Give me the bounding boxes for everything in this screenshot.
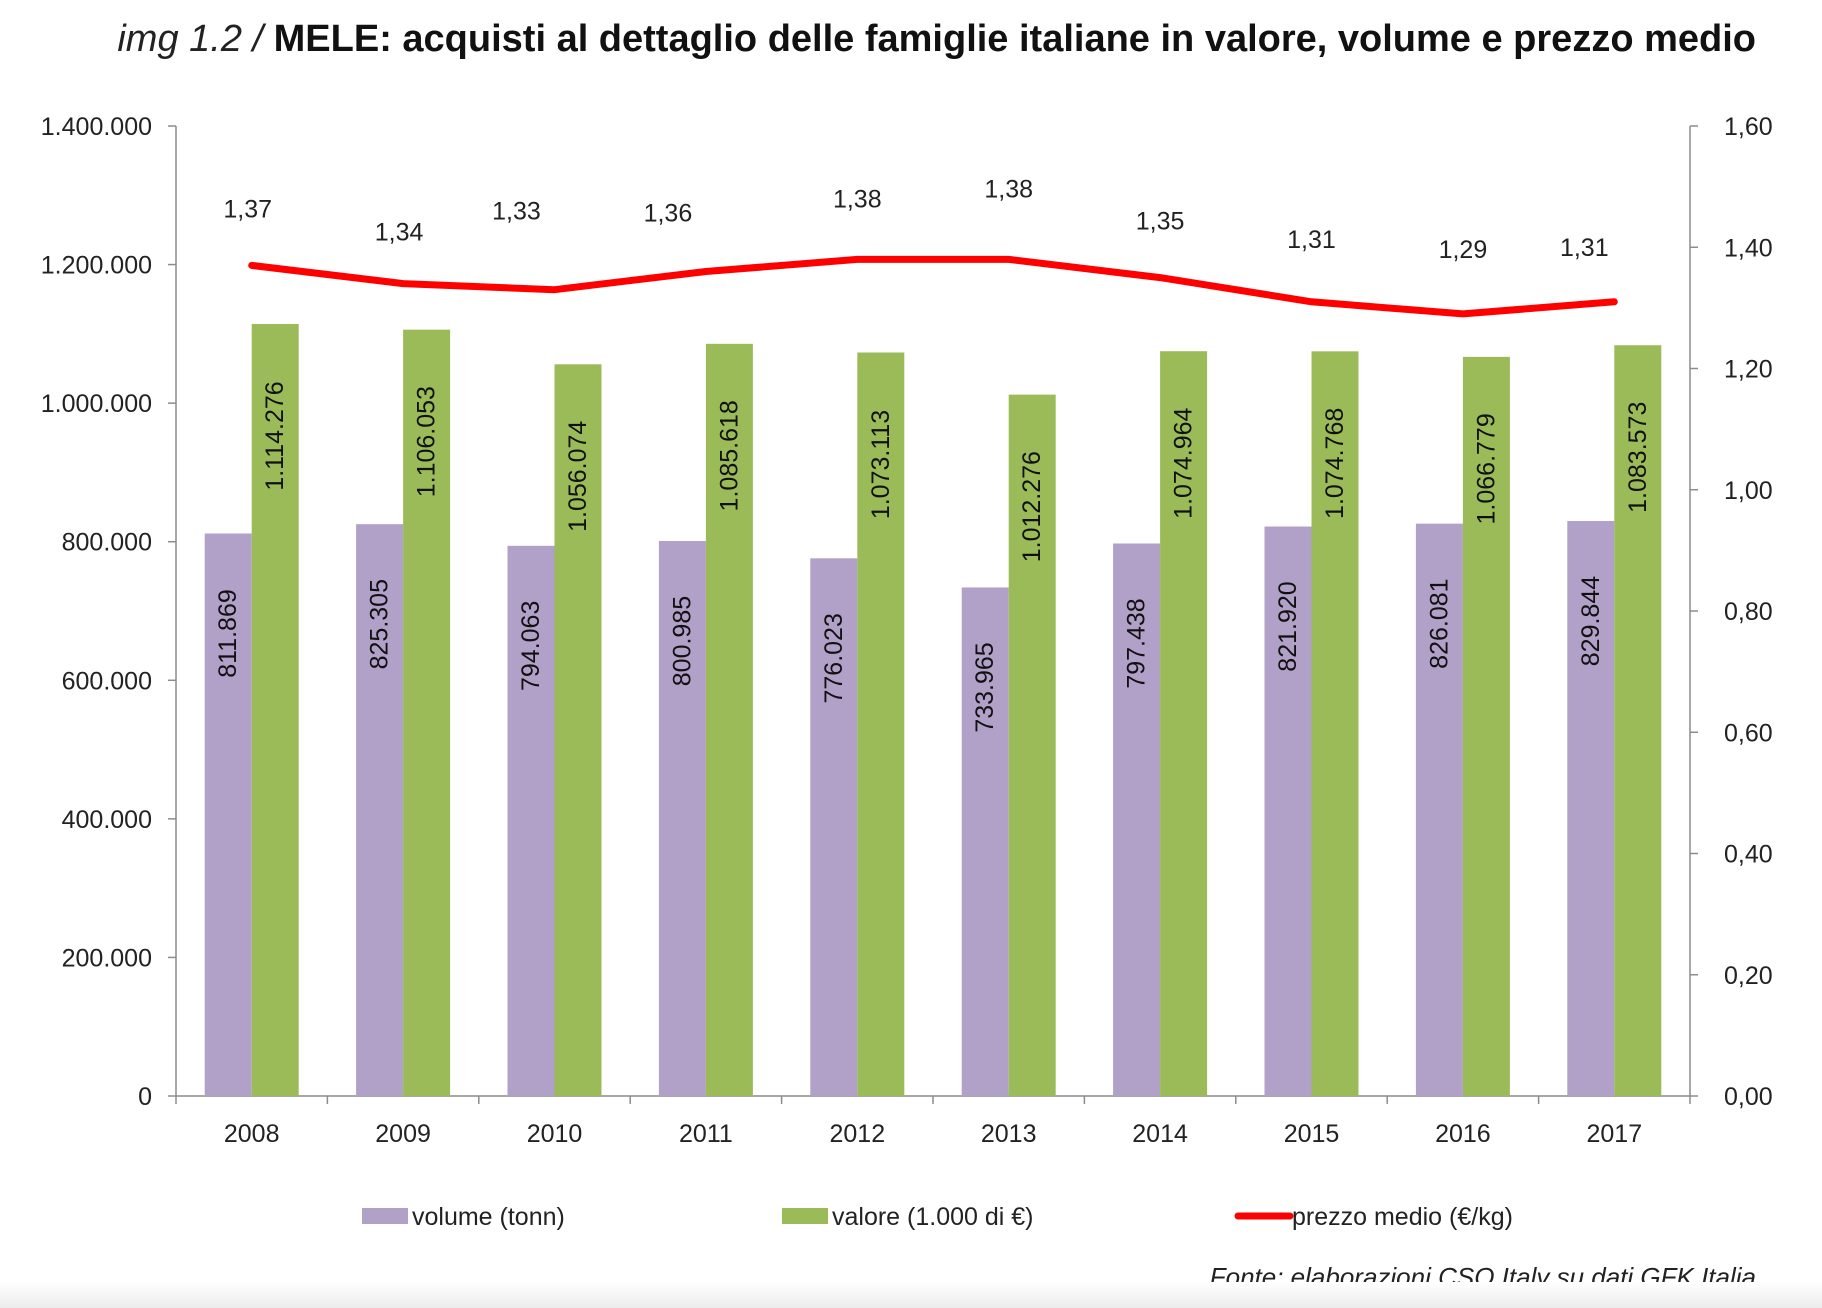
y-left-tick-label: 1.000.000: [41, 390, 152, 418]
x-tick-label: 2016: [1435, 1120, 1491, 1148]
data-label-price: 1,35: [1136, 208, 1185, 236]
y-left-tick-label: 200.000: [62, 944, 152, 972]
x-tick-label: 2015: [1284, 1120, 1340, 1148]
data-label-valore: 1.074.964: [1170, 407, 1198, 518]
legend-valore-swatch: [782, 1208, 828, 1224]
data-label-price: 1,29: [1439, 236, 1488, 264]
bar-valore: [1160, 351, 1208, 1097]
data-label-volume: 776.023: [820, 613, 848, 703]
bar-volume: [204, 533, 252, 1096]
bar-valore: [705, 343, 753, 1097]
data-label-valore: 1.073.113: [867, 410, 895, 519]
data-label-volume: 821.920: [1274, 581, 1302, 671]
y-right-tick-label: 0,40: [1724, 841, 1773, 869]
axes: 0 200.000 400.000 600.000 800.000 1.000.000 1.…: [41, 113, 1773, 1148]
data-label-price: 1,33: [492, 198, 541, 226]
chart-title: img 1.2 / MELE: acquisti al dettaglio de…: [117, 18, 1756, 61]
y-left-tick-label: 800.000: [62, 529, 152, 557]
y-left-tick-label: 1.200.000: [41, 252, 152, 280]
x-tick-label: 2011: [679, 1120, 733, 1148]
data-label-valore: 1.056.074: [564, 421, 592, 532]
bar-volume: [1113, 543, 1161, 1096]
data-label-volume: 794.063: [517, 601, 545, 691]
bar-volume: [1264, 526, 1312, 1096]
data-label-price: 1,31: [1560, 234, 1609, 262]
data-label-volume: 797.438: [1123, 598, 1151, 688]
data-label-price: 1,38: [984, 175, 1033, 203]
data-label-valore: 1.012.276: [1018, 451, 1046, 562]
bars: [204, 323, 1662, 1097]
price-series-line: [248, 255, 1618, 318]
data-label-volume: 733.965: [971, 642, 999, 732]
data-label-price: 1,34: [375, 219, 424, 247]
bar-volume: [961, 587, 1009, 1096]
x-tick-label: 2017: [1586, 1120, 1642, 1148]
x-tick-label: 2012: [829, 1120, 885, 1148]
x-tick-label: 2008: [224, 1120, 280, 1148]
bar-valore: [403, 329, 451, 1096]
y-right-tick-label: 1,20: [1724, 356, 1773, 384]
data-label-price: 1,37: [223, 195, 272, 223]
bar-volume: [658, 541, 706, 1096]
legend-volume-swatch: [362, 1208, 408, 1224]
y-right-tick-label: 0,00: [1724, 1083, 1773, 1111]
data-label-volume: 826.081: [1425, 578, 1453, 668]
bar-volume: [1415, 523, 1463, 1096]
data-label-price: 1,31: [1287, 226, 1336, 254]
data-label-volume: 829.844: [1577, 576, 1605, 666]
legend-valore-label: valore (1.000 di €): [832, 1203, 1034, 1231]
y-left-tick-label: 600.000: [62, 667, 152, 695]
x-tick-label: 2014: [1132, 1120, 1188, 1148]
data-label-valore: 1.074.768: [1321, 408, 1349, 519]
data-labels: 811.869 1.114.276 825.305 1.106.053 794.063 1…: [214, 175, 1652, 732]
x-tick-label: 2009: [375, 1120, 431, 1148]
bar-volume: [1567, 521, 1615, 1096]
data-label-valore: 1.106.053: [413, 386, 441, 497]
y-right-tick-label: 0,60: [1724, 719, 1773, 747]
y-right-tick-label: 0,20: [1724, 962, 1773, 990]
y-right-tick-label: 1,60: [1724, 113, 1773, 141]
y-right-tick-label: 0,80: [1724, 598, 1773, 626]
data-label-volume: 800.985: [668, 596, 696, 686]
data-label-volume: 811.869: [214, 589, 242, 678]
bar-valore: [554, 364, 602, 1096]
data-label-valore: 1.083.573: [1624, 402, 1652, 513]
bar-valore: [857, 352, 905, 1097]
bar-valore: [1008, 394, 1056, 1096]
title-prefix: img 1.2 /: [117, 18, 264, 60]
y-left-tick-label: 400.000: [62, 806, 152, 834]
title-main: MELE: acquisti al dettaglio delle famigl…: [273, 18, 1756, 60]
bar-valore: [1311, 351, 1359, 1096]
bar-valore: [1614, 345, 1662, 1096]
x-tick-label: 2010: [527, 1120, 583, 1148]
y-left-tick-label: 1.400.000: [41, 113, 152, 141]
y-left-tick-label: 0: [138, 1083, 152, 1111]
legend: volume (tonn) valore (1.000 di €) prezzo m…: [362, 1203, 1513, 1231]
data-label-volume: 825.305: [366, 579, 394, 669]
data-label-valore: 1.114.276: [261, 381, 289, 490]
y-right-tick-label: 1,40: [1724, 234, 1773, 262]
data-label-valore: 1.085.618: [715, 400, 743, 511]
data-label-valore: 1.066.779: [1472, 413, 1500, 524]
bottom-fade: [0, 1282, 1822, 1308]
data-label-price: 1,36: [644, 200, 693, 228]
data-label-price: 1,38: [833, 185, 882, 213]
bar-valore: [1462, 356, 1510, 1097]
x-tick-label: 2013: [981, 1120, 1037, 1148]
bar-volume: [810, 558, 858, 1096]
price-line: [248, 255, 1618, 318]
y-right-tick-label: 1,00: [1724, 477, 1773, 505]
legend-volume-label: volume (tonn): [412, 1203, 565, 1231]
bar-valore: [251, 323, 299, 1096]
bar-volume: [356, 524, 404, 1096]
bar-volume: [507, 545, 555, 1096]
legend-prezzo-label: prezzo medio (€/kg): [1292, 1203, 1513, 1231]
